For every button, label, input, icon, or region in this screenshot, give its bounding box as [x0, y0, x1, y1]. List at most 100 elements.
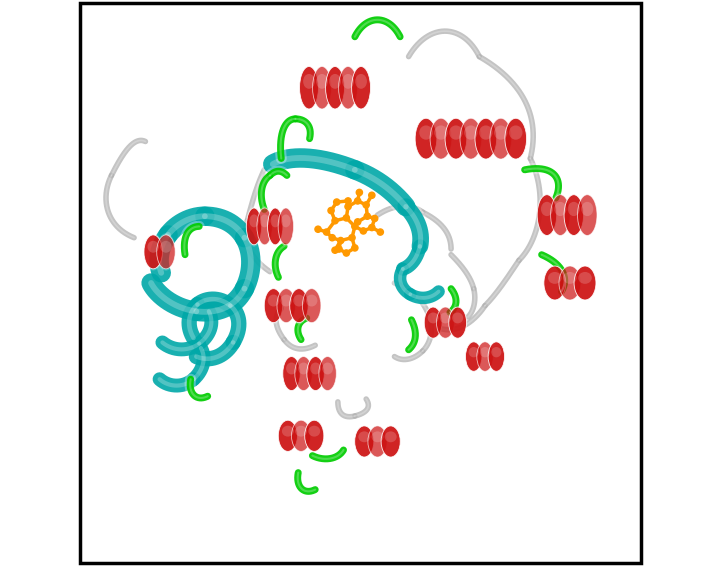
Ellipse shape: [338, 65, 358, 111]
Ellipse shape: [494, 126, 508, 140]
Ellipse shape: [312, 65, 332, 111]
Ellipse shape: [358, 431, 370, 442]
Ellipse shape: [436, 307, 454, 338]
Ellipse shape: [303, 74, 315, 89]
Ellipse shape: [465, 340, 482, 373]
Ellipse shape: [563, 272, 577, 284]
Ellipse shape: [283, 357, 300, 391]
Ellipse shape: [318, 355, 337, 392]
Ellipse shape: [541, 202, 553, 216]
Ellipse shape: [578, 272, 592, 284]
Ellipse shape: [489, 116, 513, 161]
Ellipse shape: [246, 206, 262, 247]
Circle shape: [360, 228, 366, 234]
Ellipse shape: [415, 116, 438, 161]
Ellipse shape: [270, 215, 280, 228]
Circle shape: [355, 219, 360, 225]
Ellipse shape: [488, 342, 505, 371]
Circle shape: [336, 246, 342, 252]
Ellipse shape: [148, 241, 159, 252]
Ellipse shape: [424, 307, 442, 338]
Ellipse shape: [156, 233, 176, 271]
Ellipse shape: [302, 287, 322, 324]
Ellipse shape: [477, 340, 494, 373]
Ellipse shape: [581, 202, 593, 216]
Ellipse shape: [381, 424, 401, 458]
Ellipse shape: [537, 195, 557, 235]
Circle shape: [364, 213, 371, 219]
Circle shape: [329, 235, 335, 241]
Ellipse shape: [480, 347, 490, 357]
Ellipse shape: [295, 426, 307, 436]
Ellipse shape: [460, 118, 482, 159]
Ellipse shape: [466, 342, 482, 371]
Ellipse shape: [368, 426, 387, 457]
Ellipse shape: [371, 431, 384, 442]
Ellipse shape: [326, 67, 345, 109]
Ellipse shape: [490, 118, 512, 159]
Ellipse shape: [424, 306, 443, 340]
Ellipse shape: [428, 312, 438, 323]
Ellipse shape: [440, 312, 451, 323]
Ellipse shape: [306, 294, 317, 307]
Ellipse shape: [302, 289, 321, 323]
Circle shape: [345, 198, 351, 204]
Ellipse shape: [322, 362, 333, 375]
Ellipse shape: [282, 426, 293, 436]
Ellipse shape: [329, 74, 341, 89]
Ellipse shape: [548, 272, 562, 284]
Ellipse shape: [276, 287, 296, 324]
Ellipse shape: [299, 67, 319, 109]
Ellipse shape: [156, 235, 175, 269]
Circle shape: [334, 199, 340, 205]
Circle shape: [368, 225, 375, 231]
Ellipse shape: [574, 266, 596, 300]
Ellipse shape: [459, 116, 482, 161]
Ellipse shape: [289, 287, 309, 324]
Ellipse shape: [278, 208, 293, 245]
Ellipse shape: [260, 215, 270, 228]
Ellipse shape: [415, 118, 437, 159]
Ellipse shape: [281, 215, 291, 228]
Ellipse shape: [325, 65, 345, 111]
Ellipse shape: [469, 347, 479, 357]
Circle shape: [356, 189, 363, 196]
Ellipse shape: [355, 74, 367, 89]
Ellipse shape: [351, 65, 371, 111]
Ellipse shape: [309, 426, 320, 436]
Ellipse shape: [544, 266, 566, 300]
Ellipse shape: [310, 362, 321, 375]
Ellipse shape: [436, 306, 455, 340]
Ellipse shape: [567, 202, 580, 216]
Ellipse shape: [160, 241, 172, 252]
Ellipse shape: [434, 126, 448, 140]
Ellipse shape: [304, 419, 324, 453]
Ellipse shape: [491, 347, 501, 357]
Ellipse shape: [305, 420, 324, 452]
Ellipse shape: [551, 195, 570, 235]
Ellipse shape: [577, 192, 598, 238]
Ellipse shape: [354, 424, 374, 458]
Circle shape: [352, 224, 358, 230]
Circle shape: [371, 216, 378, 221]
Ellipse shape: [385, 431, 397, 442]
Ellipse shape: [430, 116, 453, 161]
Ellipse shape: [573, 264, 597, 302]
Ellipse shape: [444, 116, 467, 161]
Circle shape: [337, 238, 344, 243]
Circle shape: [377, 229, 384, 235]
Ellipse shape: [267, 294, 279, 307]
Ellipse shape: [291, 419, 311, 453]
Ellipse shape: [293, 294, 305, 307]
Ellipse shape: [536, 192, 557, 238]
Ellipse shape: [430, 118, 452, 159]
Ellipse shape: [264, 289, 283, 323]
Circle shape: [363, 202, 369, 208]
Ellipse shape: [290, 289, 308, 323]
Ellipse shape: [295, 357, 312, 391]
Ellipse shape: [316, 74, 328, 89]
Ellipse shape: [342, 74, 354, 89]
Ellipse shape: [278, 206, 294, 247]
Circle shape: [324, 229, 329, 235]
Ellipse shape: [299, 65, 319, 111]
